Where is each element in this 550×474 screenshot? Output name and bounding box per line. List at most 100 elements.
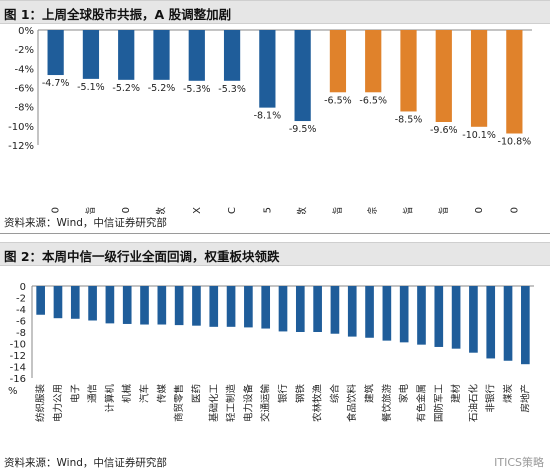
chart2-bar (226, 286, 236, 327)
chart2-category-label: 非银行 (485, 384, 497, 413)
chart1-svg: 0% -2% -4% -6% -8% -10% -12% -4.7% 美国富时100 -5.1% 纳… (8, 26, 532, 214)
chart1-category-label: 恒生指数 (296, 207, 309, 214)
chart1-category-label: 道琼斯指数 (155, 207, 168, 214)
chart2-ytick-label: -4 (16, 305, 26, 316)
chart2-bar (53, 286, 63, 319)
chart2-bar (261, 286, 271, 329)
chart2-bar (209, 286, 219, 327)
chart2-bar (105, 286, 115, 324)
chart2-bar (244, 286, 253, 328)
chart1-category-label: 上证综指 (437, 207, 450, 214)
chart1-category-label: 创业板指 (331, 207, 344, 214)
chart2-bar (382, 286, 392, 341)
chart2-bar (451, 286, 461, 349)
chart2-bar (434, 286, 444, 347)
chart1-ytick-label: -12% (8, 141, 34, 152)
watermark-text: ITICS策略 (494, 456, 544, 469)
chart2-bar (36, 286, 45, 315)
chart1-category-label: 德国DAX (190, 207, 203, 214)
chart1-ytick-label: -8% (15, 103, 34, 114)
chart1-bar (118, 30, 135, 80)
chart2-bar (295, 286, 305, 332)
chart1-value-label: -8.1% (254, 111, 282, 122)
chart1-panel: 图 1：上周全球股市共振，A 股调整加剧 0% -2% -4% -6% -8% -10% -… (0, 0, 550, 232)
chart1-source: 资料来源：Wind，中信证券研究部 (4, 217, 167, 229)
chart2-bar (486, 286, 496, 359)
chart1-value-label: -5.3% (183, 84, 211, 95)
chart2-ytick-label: -2 (16, 294, 26, 305)
chart1-category-label: 纳斯达克指 (84, 207, 97, 214)
chart2-bar (347, 286, 357, 337)
chart2-bar (365, 286, 374, 338)
chart2-bar (140, 286, 149, 325)
chart1-ytick-label: -6% (15, 84, 34, 95)
chart2-bar (330, 286, 340, 334)
chart2-category-label: 有色金属 (415, 384, 427, 422)
chart2-category-label: 医药 (191, 384, 202, 403)
chart2-category-label: 餐饮旅游 (381, 384, 393, 423)
chart1-category-label: 中小板综 (366, 207, 379, 214)
chart2-ytick-label: -14 (10, 363, 26, 374)
chart1-value-label: -5.3% (218, 84, 246, 95)
chart2-category-label: 轻工制造 (225, 384, 237, 423)
chart2-category-label: 农林牧渔 (312, 384, 324, 423)
chart2-source: 资料来源：Wind，中信证券研究部 (4, 457, 167, 469)
chart2-category-label: 传媒 (156, 384, 168, 404)
chart2-category-label: 电子 (69, 384, 81, 404)
chart2-category-label: 建材 (450, 384, 462, 404)
chart1-bar (506, 30, 523, 134)
chart2-category-label: 银行 (277, 384, 289, 404)
chart2-category-label: 煤炭 (502, 384, 514, 404)
chart2-category-label: 汽车 (139, 384, 151, 403)
chart2-bar (278, 286, 288, 332)
chart1-bar (329, 30, 347, 93)
chart2-svg: 0-2-4-6-8-10-12-14-16% 纺织服装 电力公用 电子 通信 计算机 机械汽… (8, 282, 534, 423)
chart1-bar (400, 30, 417, 112)
chart1-ytick-label: -4% (15, 64, 34, 75)
chart1-value-label: -8.5% (395, 114, 423, 125)
chart1-value-label: -5.1% (77, 82, 105, 93)
chart2-title-bar: 图 2：本周中信一级行业全面回调，权重板块领跌 (0, 242, 550, 266)
chart2-category-label: 交通运输 (260, 384, 272, 423)
chart1-value-label: -6.5% (359, 95, 387, 106)
chart2-category-label: 国防军工 (433, 384, 445, 423)
chart1-value-label: -5.2% (112, 83, 140, 94)
chart2-ytick-label: 0 (20, 282, 26, 293)
chart1-title: 图 1：上周全球股市共振，A 股调整加剧 (4, 7, 232, 22)
chart2-ytick-label: -16 (10, 374, 26, 385)
chart2-bar (122, 286, 132, 324)
chart2-category-label: 通信 (87, 384, 99, 403)
chart1-category-label: 标普500 (119, 207, 132, 214)
chart1-category-label: 法国CAC (225, 207, 238, 214)
chart1-bar (188, 30, 205, 81)
chart1-value-label: -5.2% (148, 83, 176, 94)
chart2-bar (174, 286, 184, 326)
chart2-category-label: 钢铁 (294, 384, 306, 404)
chart1-bar (82, 30, 100, 79)
chart2-bar (313, 286, 322, 332)
chart1-category-label: 上证50 (508, 207, 520, 214)
chart2-category-label: 商贸零售 (173, 384, 185, 422)
chart2-bar (70, 286, 80, 319)
chart2-category-label: 基础化工 (208, 384, 220, 423)
chart2-ytick-label: -10 (10, 340, 26, 351)
chart1-bar (259, 30, 276, 108)
chart2-ytick-label: -12 (10, 351, 26, 362)
chart1-bar (435, 30, 452, 122)
chart2-category-label: 纺织服装 (35, 384, 47, 423)
chart2-category-label: 机械 (121, 384, 133, 404)
chart2-title: 图 2：本周中信一级行业全面回调，权重板块领跌 (4, 249, 280, 264)
chart2-bar (157, 286, 167, 325)
chart2-category-label: 电力公用 (52, 384, 64, 422)
chart2-category-label: 综合 (329, 384, 341, 404)
chart1-value-label: -6.5% (324, 95, 352, 106)
chart1-bar (47, 30, 64, 76)
chart1-bar (153, 30, 170, 80)
chart2-bar (417, 286, 426, 345)
chart1-title-bar: 图 1：上周全球股市共振，A 股调整加剧 (0, 0, 550, 24)
chart2-category-label: 电力设备 (242, 384, 254, 423)
chart2-y-unit: % (8, 386, 18, 397)
chart1-value-label: -4.7% (42, 78, 70, 89)
chart2-ytick-label: -8 (16, 328, 26, 339)
chart2-panel: 图 2：本周中信一级行业全面回调，权重板块领跌 0 -2 -4 -6 -8 -10 -12-… (0, 238, 550, 474)
